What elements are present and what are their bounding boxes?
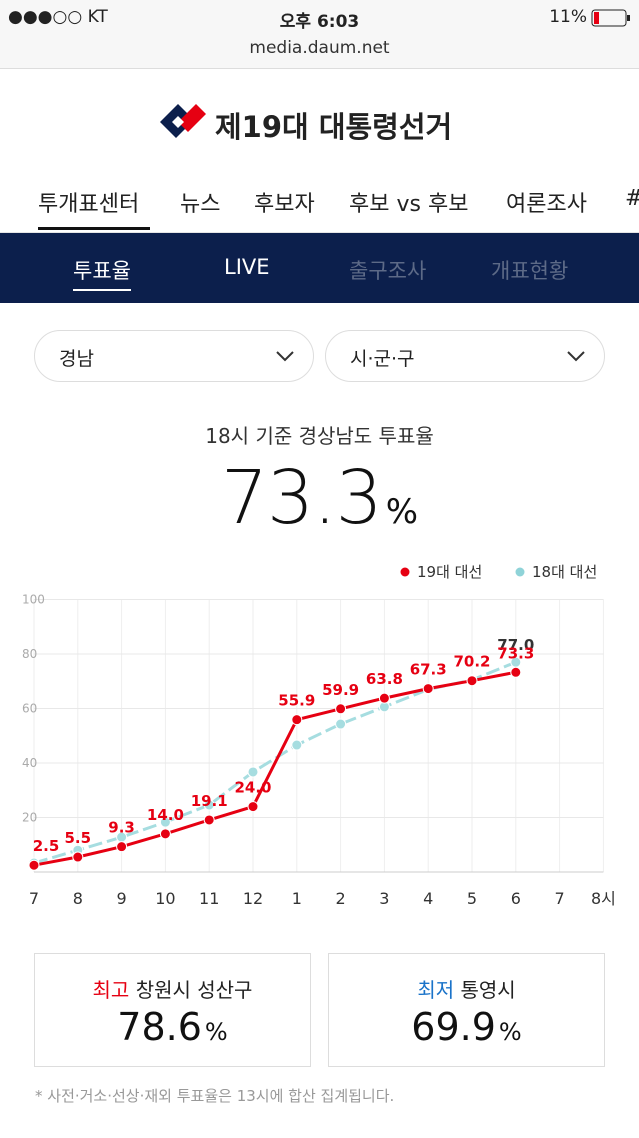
point [510, 666, 522, 678]
nav-item[interactable]: 투개표센터 [38, 192, 140, 217]
data-label: 55.9 [278, 692, 315, 710]
point [291, 714, 303, 726]
point [203, 814, 215, 826]
card-name: 창원시 성산구 [135, 978, 253, 1002]
y-tick-label: 40 [22, 756, 37, 770]
y-tick-label: 100 [22, 593, 45, 607]
dropdown[interactable]: 시·군·구 [325, 330, 605, 382]
point [116, 841, 128, 853]
status-bar: ●●●○○ KT 오후 6:03 11% media.daum.net [0, 0, 639, 69]
battery-text: 11% [549, 7, 587, 27]
card-name: 통영시 [460, 978, 516, 1002]
card: 최저 통영시 69.9% [328, 953, 605, 1067]
summary-number: 73.3 [220, 455, 383, 541]
point [247, 766, 259, 778]
point [335, 718, 347, 730]
nav: 투개표센터 뉴스 후보자 후보 vs 후보 여론조사 # [0, 170, 639, 233]
nav-item[interactable]: # [625, 186, 639, 211]
x-tick-label: 10 [155, 889, 175, 908]
data-label: 73.3 [497, 644, 534, 662]
legend-marker [515, 567, 525, 577]
point [466, 675, 478, 687]
carrier: ●●●○○ KT [8, 7, 108, 27]
point [335, 703, 347, 715]
point [159, 828, 171, 840]
y-tick-label: 80 [22, 647, 37, 661]
data-label: 63.8 [366, 670, 403, 688]
x-tick-label: 9 [117, 889, 127, 908]
clock: 오후 6:03 [279, 12, 360, 32]
data-label: 9.3 [108, 819, 135, 837]
footnote: * 사전·거소·선상·재외 투표율은 13시에 합산 집계됩니다. [35, 1087, 395, 1105]
x-tick-label: 8시 [591, 889, 616, 908]
point [247, 801, 259, 813]
legend-label: 19대 대선 [417, 563, 482, 581]
card-value: 78.6 [117, 1005, 202, 1049]
y-tick-label: 60 [22, 702, 37, 716]
data-label: 5.5 [65, 829, 92, 847]
data-label: 24.0 [234, 779, 271, 797]
legend-label: 18대 대선 [532, 563, 597, 581]
point [422, 683, 434, 695]
dropdown-label: 시·군·구 [350, 348, 415, 370]
header-title: 제19대 대통령선거 [215, 110, 453, 144]
y-tick-label: 20 [22, 811, 37, 825]
nav-item[interactable]: 후보자 [254, 192, 315, 217]
dropdown[interactable]: 경남 [34, 330, 314, 382]
point [378, 692, 390, 704]
point [159, 816, 171, 828]
chevron [567, 351, 585, 362]
url[interactable]: media.daum.net [249, 38, 390, 58]
data-label: 59.9 [322, 681, 359, 699]
card-value: 69.9 [411, 1005, 496, 1049]
data-label: 14.0 [147, 806, 184, 824]
subnav-item[interactable]: 투표율 [73, 255, 131, 291]
series-line [33, 670, 517, 867]
summary-value: 73.3% [0, 455, 639, 541]
subnav: 투표율 LIVE 출구조사 개표현황 [0, 233, 639, 303]
x-tick-label: 7 [29, 889, 39, 908]
point [28, 859, 40, 871]
nav-item[interactable]: 여론조사 [506, 192, 587, 217]
legend-marker [400, 567, 410, 577]
dropdown-label: 경남 [59, 348, 94, 370]
x-tick-label: 2 [336, 889, 346, 908]
x-tick-label: 1 [292, 889, 302, 908]
x-tick-label: 8 [73, 889, 83, 908]
chevron [276, 351, 294, 362]
x-tick-label: 4 [423, 889, 433, 908]
x-tick-label: 3 [379, 889, 389, 908]
card-unit: % [204, 1018, 228, 1046]
x-tick-label: 6 [511, 889, 521, 908]
point [291, 739, 303, 751]
nav-underline [38, 227, 150, 230]
summary-unit: % [385, 492, 419, 532]
card: 최고 창원시 성산구 78.6% [34, 953, 311, 1067]
summary-subtitle: 18시 기준 경상남도 투표율 [205, 424, 434, 448]
subnav-item[interactable]: 출구조사 [349, 259, 427, 283]
point [203, 799, 215, 811]
data-label: 2.5 [33, 837, 60, 855]
battery-icon [591, 9, 630, 27]
card-tag: 최고 [92, 978, 130, 1002]
x-tick-label: 5 [467, 889, 477, 908]
card-unit: % [498, 1018, 522, 1046]
x-tick-label: 11 [199, 889, 219, 908]
data-label: 67.3 [410, 661, 447, 679]
subnav-item[interactable]: 개표현황 [491, 259, 569, 283]
logo [160, 104, 206, 138]
data-label: 70.2 [453, 653, 490, 671]
card-tag: 최저 [417, 978, 455, 1002]
point [72, 851, 84, 863]
nav-item[interactable]: 뉴스 [180, 192, 221, 217]
x-tick-label: 12 [243, 889, 263, 908]
data-label: 19.1 [191, 792, 228, 810]
x-tick-label: 7 [555, 889, 565, 908]
subnav-item[interactable]: LIVE [224, 255, 270, 279]
nav-item[interactable]: 후보 vs 후보 [349, 192, 469, 217]
data-label: 77.0 [497, 636, 534, 654]
